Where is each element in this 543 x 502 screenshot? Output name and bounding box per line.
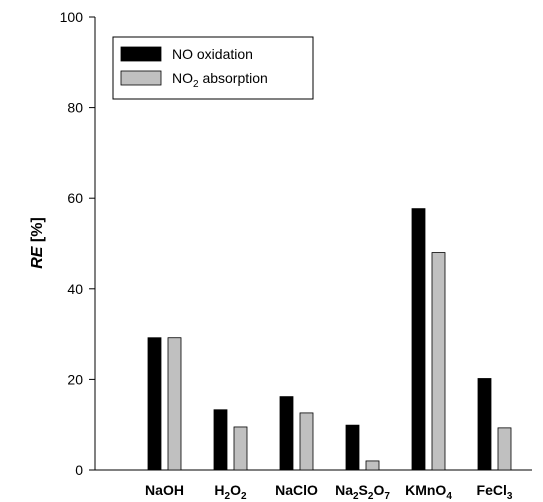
y-tick-label: 0 [75,462,83,478]
label-text: KMnO [405,482,446,498]
bar-h2o2-no2-absorption [233,426,248,471]
bar-h2o2-no-oxidation [213,409,228,471]
bars [147,208,512,471]
label-text: NaOH [145,482,184,498]
label-text: H [214,482,224,498]
subscript-text: 4 [446,491,452,502]
subscript-text: 2 [368,491,374,502]
x-tick-label: NaOH [145,482,184,498]
label-text: Na [335,482,353,498]
x-tick-label: H2O2 [214,482,247,502]
label-text: S [359,482,368,498]
y-tick-label: 20 [67,371,83,387]
bar-fecl3-no-oxidation [477,378,492,471]
subscript-text: 2 [193,79,199,90]
subscript-text: 2 [353,491,359,502]
bar-naoh-no-oxidation [147,337,162,471]
bar-kmno4-no2-absorption [431,252,446,471]
y-tick-label: 100 [60,9,84,25]
legend-label: NO2 absorption [172,70,268,90]
subscript-text: 7 [384,491,390,502]
y-axis-label-unit: [%] [29,217,46,246]
bar-kmno4-no-oxidation [411,208,426,471]
x-tick-label: NaClO [275,482,318,498]
y-axis-label-symbol: RE [29,245,46,269]
y-ticks: 0 20 40 60 80 100 [60,9,95,478]
label-text: O [373,482,384,498]
label-text: NO [172,70,193,86]
x-tick-label: Na2S2O7 [335,482,390,502]
bar-fecl3-no2-absorption [497,427,512,471]
bar-naclo-no2-absorption [299,412,314,471]
x-tick-label: FeCl3 [477,482,513,502]
label-text: absorption [199,70,268,86]
legend: NO oxidation NO2 absorption [112,36,314,100]
subscript-text: 2 [241,491,247,502]
bar-na2s2o7-no-oxidation [345,424,360,471]
label-text: NO oxidation [172,46,253,62]
legend-swatch [120,46,162,62]
x-tick-labels: NaOH H2O2 NaClO Na2S2O7 KMnO4 FeCl3 [145,482,513,502]
bar-naclo-no-oxidation [279,396,294,471]
subscript-text: 3 [507,491,513,502]
y-tick-label: 40 [67,281,83,297]
legend-label: NO oxidation [172,46,253,62]
y-axis-label: RE [%] [29,217,46,269]
y-tick-label: 80 [67,100,83,116]
label-text: NaClO [275,482,318,498]
y-tick-label: 60 [67,190,83,206]
bar-naoh-no2-absorption [167,337,182,471]
subscript-text: 2 [225,491,231,502]
label-text: FeCl [477,482,507,498]
x-tick-label: KMnO4 [405,482,452,502]
label-text: O [230,482,241,498]
bar-na2s2o7-no2-absorption [365,460,380,471]
legend-swatch [120,70,162,86]
